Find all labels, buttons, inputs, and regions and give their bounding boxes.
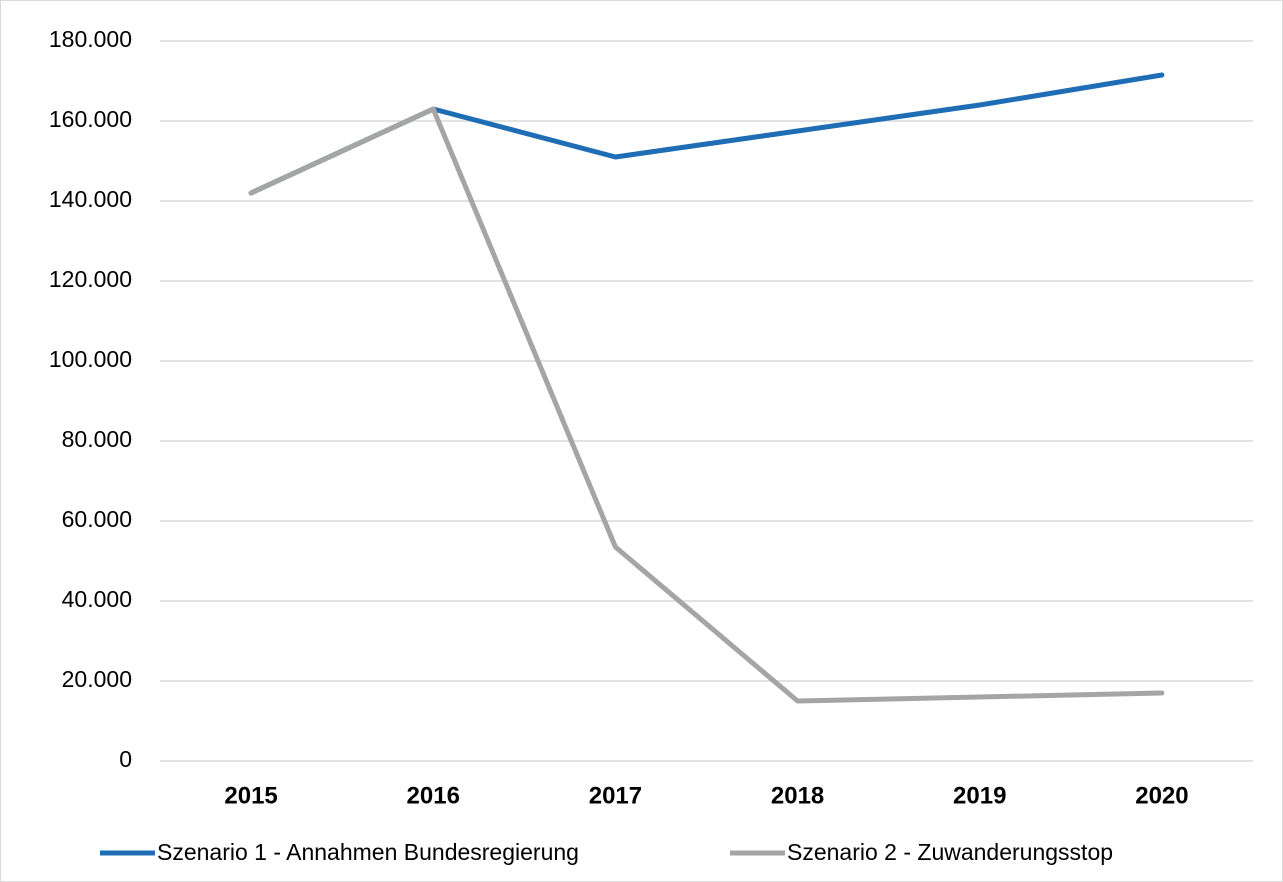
x-tick-label: 2020 [1135,782,1188,809]
y-tick-label: 40.000 [62,586,132,612]
y-tick-label: 160.000 [49,106,132,132]
y-tick-label: 60.000 [62,506,132,532]
y-tick-label: 120.000 [49,266,132,292]
y-tick-label: 140.000 [49,186,132,212]
y-tick-label: 0 [119,746,132,772]
x-tick-label: 2019 [953,782,1006,809]
x-tick-label: 2017 [589,782,642,809]
legend-label: Szenario 1 - Annahmen Bundesregierung [157,839,579,865]
x-tick-label: 2015 [224,782,277,809]
x-tick-label: 2018 [771,782,824,809]
x-tick-label: 2016 [407,782,460,809]
legend-label: Szenario 2 - Zuwanderungsstop [787,839,1113,865]
y-tick-label: 20.000 [62,666,132,692]
y-tick-label: 80.000 [62,426,132,452]
y-tick-label: 180.000 [49,26,132,52]
series-line [248,106,1165,704]
y-tick-label: 100.000 [49,346,132,372]
